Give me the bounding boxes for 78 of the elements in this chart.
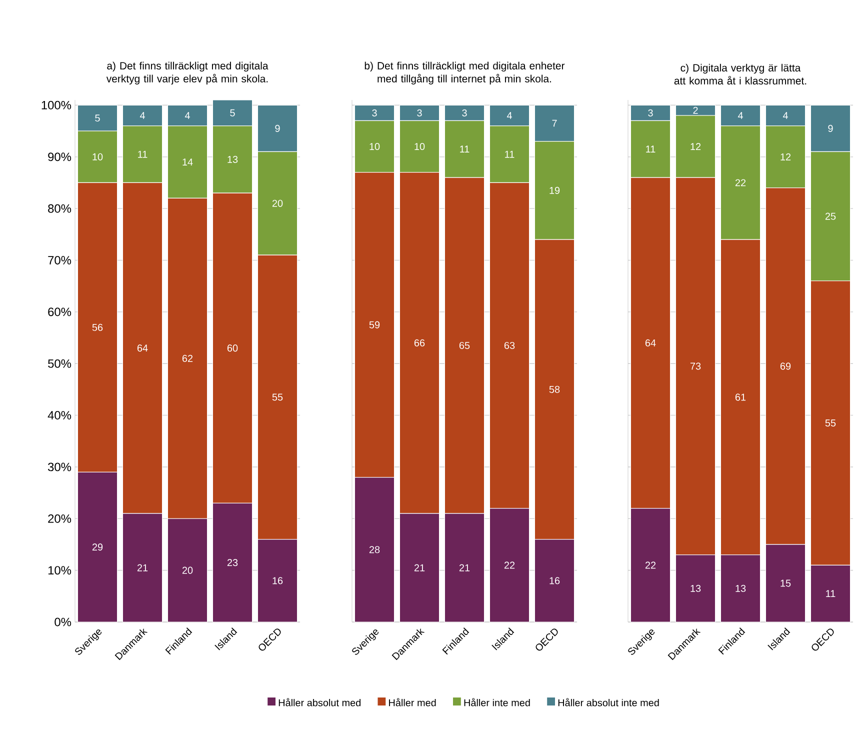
data-label: 15 — [780, 580, 791, 587]
data-label: 22 — [504, 562, 515, 569]
y-tick-label: 20% — [48, 514, 72, 523]
data-label: 58 — [549, 386, 560, 393]
data-label: 4 — [738, 112, 743, 119]
data-label: 56 — [92, 324, 103, 331]
data-label: 16 — [550, 577, 560, 584]
data-label: 11 — [646, 146, 656, 153]
data-label: 14 — [182, 158, 193, 166]
chart-title: c) Digitala verktyg är lätta att komma åt i klassrummet. — [674, 64, 806, 85]
data-label: 22 — [645, 562, 656, 569]
data-label: 66 — [414, 339, 425, 346]
data-label: 65 — [459, 342, 470, 350]
data-label: 64 — [645, 339, 656, 346]
data-label: 13 — [736, 584, 746, 592]
data-label: 55 — [272, 394, 283, 401]
data-label: 3 — [648, 109, 653, 116]
data-label: 12 — [690, 143, 701, 150]
data-label: 63 — [504, 342, 515, 350]
y-tick-label: 50% — [48, 359, 72, 368]
data-label: 22 — [735, 179, 746, 186]
data-label: 3 — [462, 109, 467, 116]
data-label: 20 — [272, 200, 283, 207]
data-label: 9 — [828, 124, 833, 132]
data-label: 12 — [780, 153, 791, 160]
y-tick-label: 30% — [48, 462, 72, 472]
data-label: 21 — [414, 564, 425, 572]
data-label: 10 — [370, 142, 380, 150]
y-tick-label: 60% — [48, 308, 72, 316]
y-tick-label: 80% — [48, 204, 72, 213]
legend-label: Håller absolut inte med — [558, 698, 659, 706]
data-label: 60 — [227, 344, 238, 352]
data-label: 62 — [182, 354, 193, 362]
data-label: 23 — [227, 559, 238, 566]
data-label: 4 — [782, 112, 788, 119]
data-label: 4 — [184, 112, 190, 119]
legend-label: Håller inte med — [464, 698, 530, 706]
data-label: 19 — [550, 186, 560, 194]
data-label: 61 — [735, 394, 746, 401]
data-label: 28 — [369, 546, 380, 554]
data-label: 25 — [825, 212, 836, 220]
data-label: 5 — [230, 109, 235, 116]
data-label: 7 — [552, 120, 557, 127]
data-label: 29 — [92, 544, 103, 551]
legend-label: Håller absolut med — [278, 698, 361, 706]
data-label: 55 — [825, 420, 836, 426]
data-label: 5 — [95, 114, 100, 122]
data-label: 11 — [138, 150, 148, 158]
data-label: 73 — [690, 362, 701, 370]
y-tick-label: 70% — [48, 256, 72, 264]
y-tick-label: 40% — [48, 411, 72, 420]
legend-label: Håller med — [389, 698, 436, 706]
data-label: 3 — [372, 109, 377, 116]
data-label: 9 — [275, 124, 280, 132]
y-tick-label: 90% — [48, 152, 72, 162]
data-label: 4 — [506, 112, 512, 119]
data-label: 69 — [780, 362, 791, 370]
data-label: 21 — [459, 564, 470, 572]
data-label: 13 — [228, 156, 238, 163]
data-label: 64 — [137, 344, 148, 352]
data-label: 10 — [92, 153, 103, 160]
chart-title: a) Det finns tillräckligt med digitala verktyg till varje elev på min skola. — [106, 62, 268, 84]
data-label: 59 — [369, 321, 380, 328]
data-label: 16 — [272, 577, 283, 584]
data-label: 20 — [182, 566, 193, 574]
y-tick-label: 100% — [42, 100, 72, 110]
data-label: 2 — [693, 106, 698, 114]
data-label: 3 — [417, 109, 422, 116]
data-label: 11 — [505, 150, 514, 158]
data-label: 10 — [414, 142, 425, 150]
chart-title: b) Det finns tillräckligt med digitala enheter med tillgång till internet på min skola. — [364, 62, 565, 84]
data-label: 11 — [460, 146, 470, 153]
data-label: 21 — [137, 564, 148, 572]
y-tick-label: 0% — [54, 618, 72, 626]
data-label: 13 — [690, 584, 701, 592]
data-label: 4 — [140, 112, 145, 119]
data-label: 11 — [826, 590, 836, 597]
y-tick-label: 10% — [48, 566, 72, 575]
